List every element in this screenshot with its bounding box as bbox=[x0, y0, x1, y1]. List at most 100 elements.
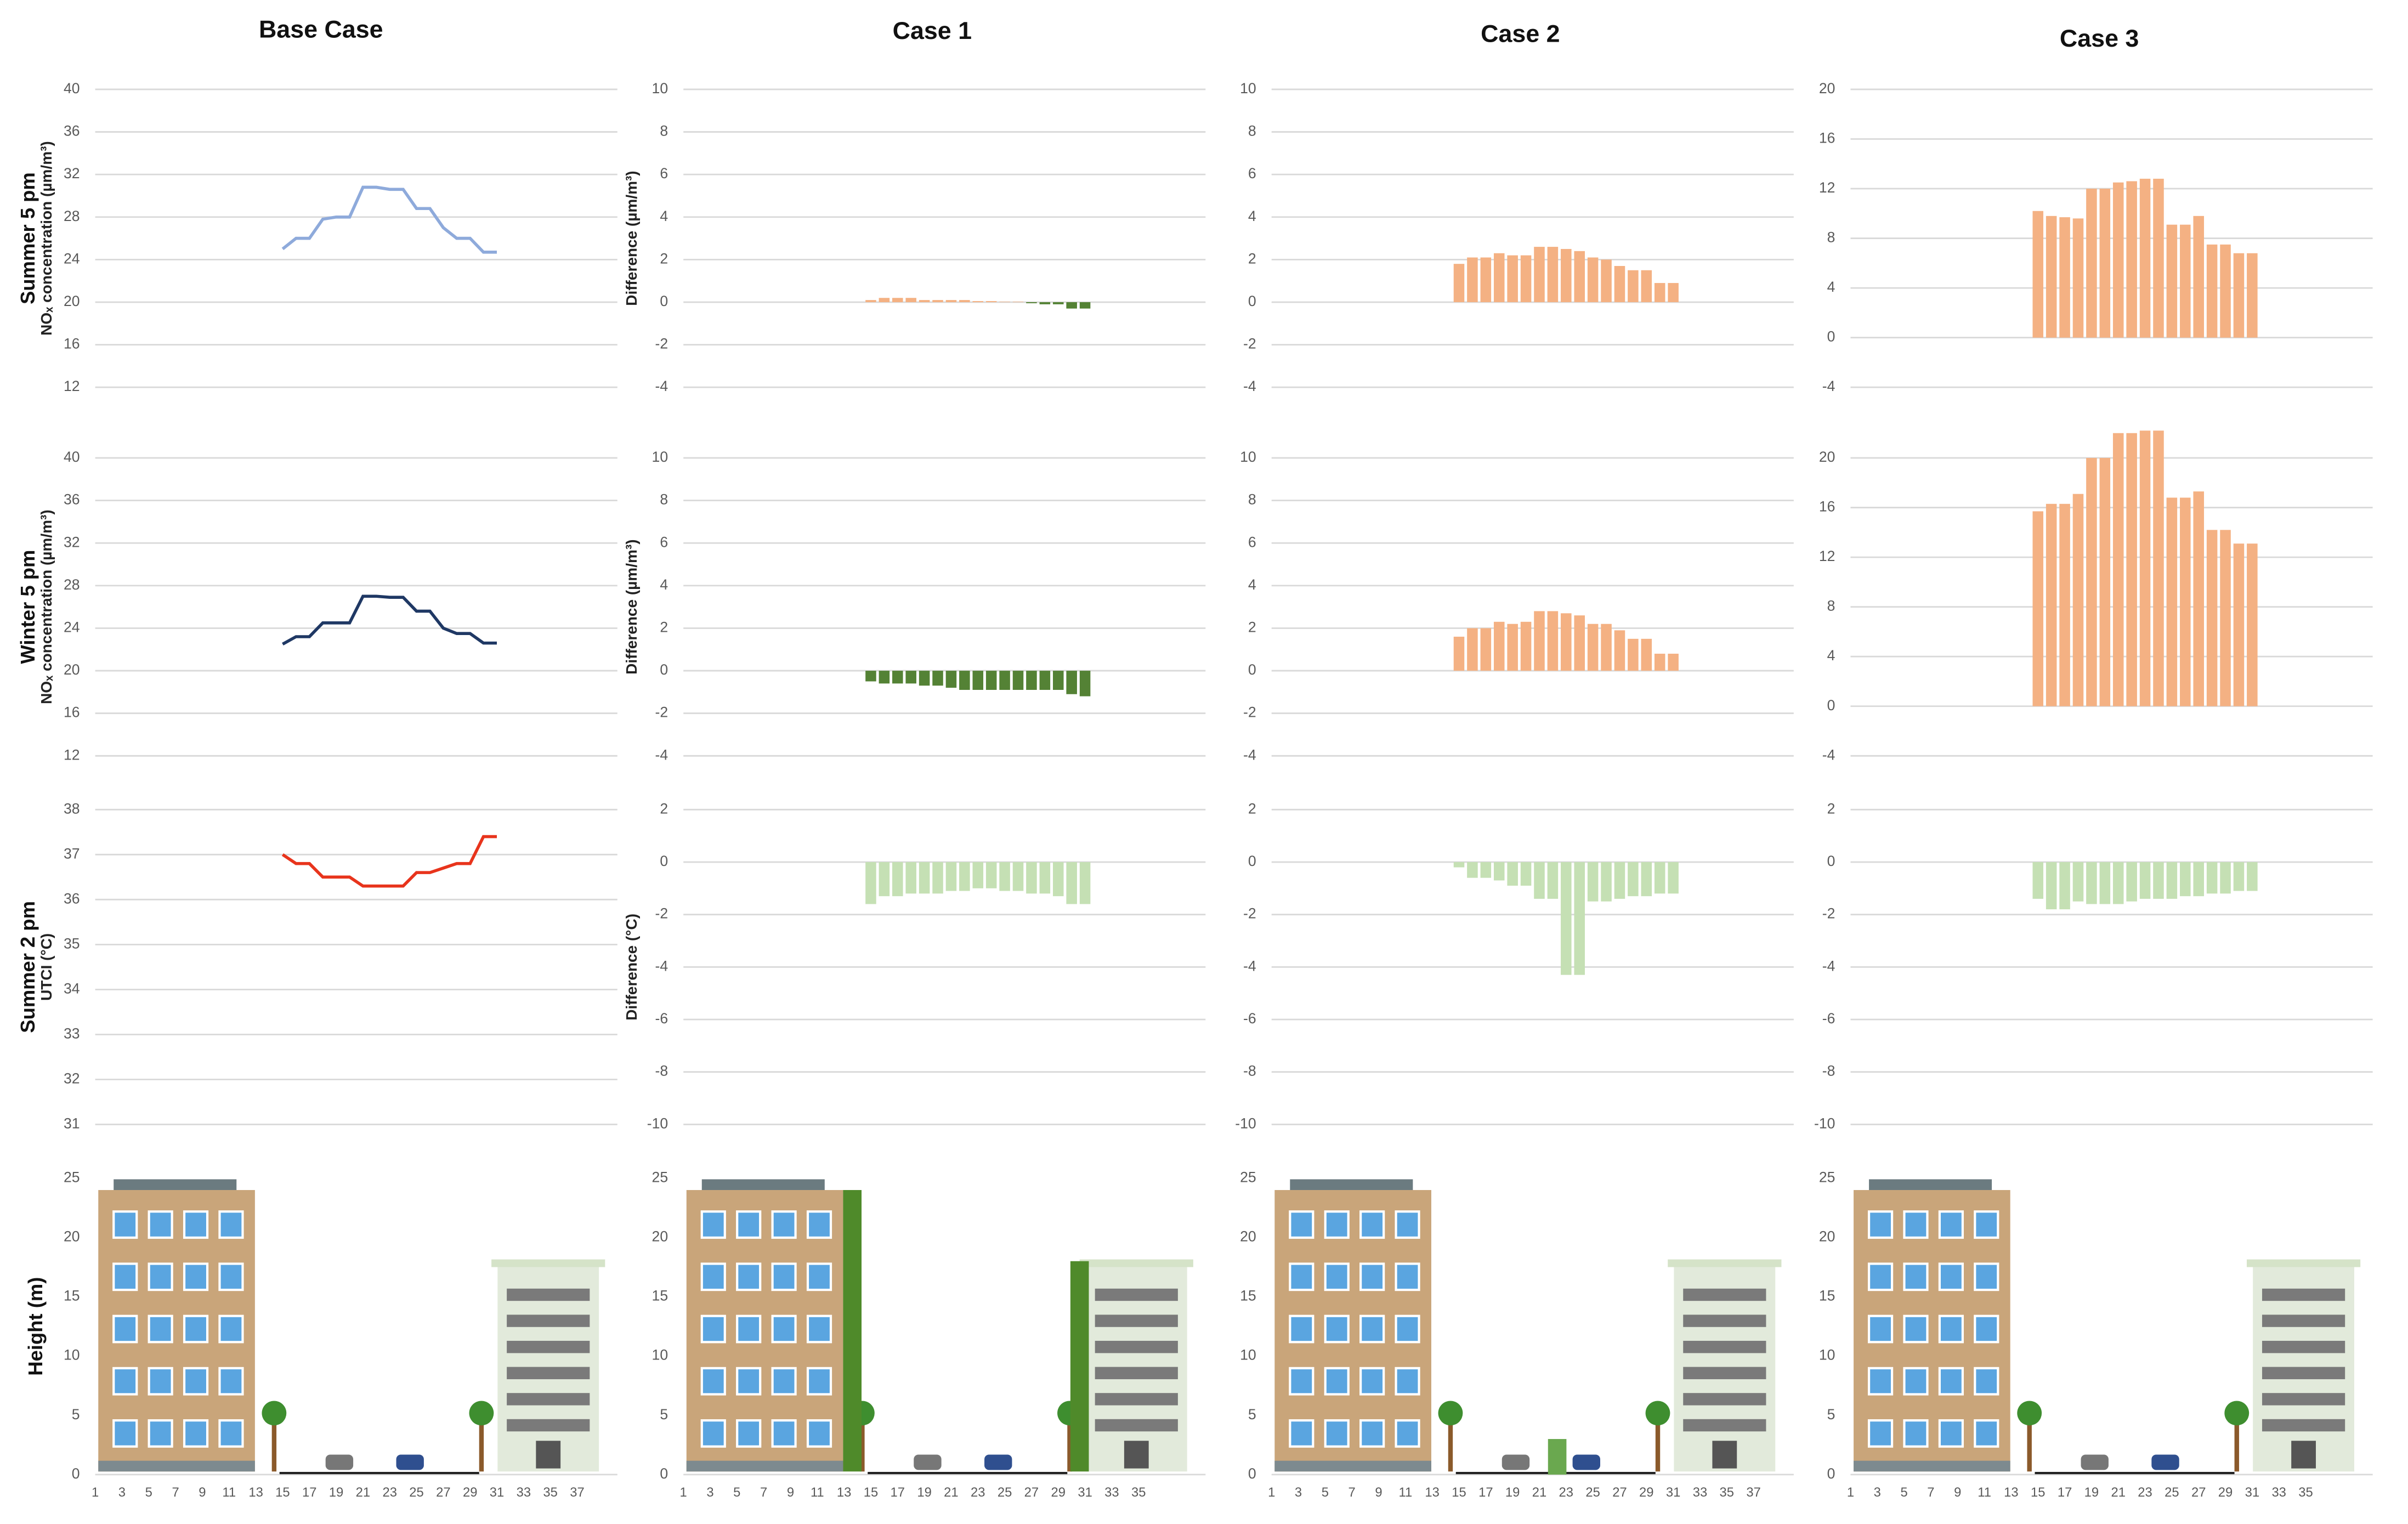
x-tick-label: 11 bbox=[222, 1485, 236, 1500]
x-tick-label: 15 bbox=[2031, 1485, 2045, 1500]
y-tick-label: 36 bbox=[64, 890, 80, 907]
x-tick-label: 9 bbox=[199, 1485, 206, 1500]
bar bbox=[1668, 862, 1679, 894]
bar bbox=[1601, 624, 1612, 671]
y-tick-label: -2 bbox=[655, 905, 668, 922]
door bbox=[1124, 1441, 1149, 1469]
window bbox=[148, 1419, 173, 1448]
bar bbox=[2193, 491, 2204, 706]
bar bbox=[1026, 671, 1037, 690]
y-tick-label: 12 bbox=[64, 378, 80, 394]
y-tick-label: 4 bbox=[1827, 647, 1835, 664]
x-tick-label: 29 bbox=[1051, 1485, 1066, 1500]
bar bbox=[2220, 530, 2231, 706]
y-tick-label: 10 bbox=[652, 449, 668, 465]
x-tick-label: 17 bbox=[891, 1485, 905, 1500]
roof bbox=[2246, 1259, 2361, 1267]
roof bbox=[1869, 1179, 1992, 1191]
y-tick-label: 0 bbox=[1248, 293, 1256, 309]
window bbox=[1324, 1262, 1350, 1291]
data-line bbox=[281, 835, 497, 888]
bar bbox=[2032, 211, 2044, 338]
bar bbox=[879, 671, 890, 684]
bar bbox=[1587, 257, 1599, 302]
y-tick-label: -8 bbox=[655, 1063, 668, 1079]
bar bbox=[1561, 248, 1572, 302]
bar bbox=[2139, 430, 2151, 706]
window bbox=[1867, 1262, 1894, 1291]
tree-trunk bbox=[1655, 1416, 1661, 1472]
car bbox=[984, 1454, 1012, 1470]
x-tick-label: 21 bbox=[2111, 1485, 2125, 1500]
window bbox=[1903, 1315, 1929, 1344]
window bbox=[148, 1210, 173, 1239]
window bbox=[1867, 1367, 1894, 1396]
balcony bbox=[2262, 1288, 2345, 1301]
bar bbox=[1614, 862, 1625, 899]
y-tick-label: 2 bbox=[660, 619, 668, 635]
y-tick-label: 10 bbox=[64, 1347, 80, 1363]
bar bbox=[2233, 862, 2245, 891]
tree-trunk bbox=[2234, 1416, 2239, 1472]
window bbox=[1395, 1262, 1420, 1291]
bar bbox=[2206, 862, 2218, 894]
balcony bbox=[507, 1288, 590, 1301]
window bbox=[700, 1419, 726, 1448]
bar bbox=[2166, 497, 2178, 706]
window bbox=[700, 1367, 726, 1396]
y-tick-label: 20 bbox=[64, 1228, 80, 1245]
car bbox=[1502, 1454, 1530, 1470]
x-tick-label: 35 bbox=[1720, 1485, 1734, 1500]
x-tick-label: 27 bbox=[1024, 1485, 1039, 1500]
roof bbox=[114, 1179, 237, 1191]
x-tick-label: 21 bbox=[1532, 1485, 1546, 1500]
tree-crown bbox=[1438, 1401, 1463, 1426]
bar bbox=[2220, 244, 2231, 338]
bar bbox=[1574, 251, 1585, 302]
balcony bbox=[1683, 1393, 1766, 1406]
x-tick-label: 29 bbox=[463, 1485, 477, 1500]
bar bbox=[945, 300, 957, 302]
window bbox=[1359, 1210, 1385, 1239]
bar bbox=[892, 671, 903, 684]
y-tick-label: -6 bbox=[1243, 1010, 1256, 1027]
bar bbox=[1507, 862, 1518, 886]
window bbox=[1324, 1210, 1350, 1239]
x-tick-label: 15 bbox=[1452, 1485, 1466, 1500]
x-tick-label: 9 bbox=[1375, 1485, 1382, 1500]
balcony bbox=[2262, 1340, 2345, 1353]
window bbox=[183, 1419, 209, 1448]
bar bbox=[2032, 511, 2044, 706]
window bbox=[1324, 1315, 1350, 1344]
x-tick-label: 1 bbox=[1268, 1485, 1275, 1500]
y-tick-label: 36 bbox=[64, 491, 80, 508]
car bbox=[2151, 1454, 2179, 1470]
y-tick-label: 10 bbox=[652, 1347, 668, 1363]
y-tick-label: 4 bbox=[660, 208, 668, 224]
y-tick-label: 5 bbox=[660, 1406, 668, 1423]
x-tick-label: 5 bbox=[145, 1485, 152, 1500]
bar bbox=[1507, 255, 1518, 302]
y-axis-label: Difference (°C) bbox=[623, 914, 640, 1021]
y-tick-label: 2 bbox=[1248, 250, 1256, 267]
window bbox=[806, 1315, 832, 1344]
tree-crown bbox=[262, 1401, 287, 1426]
bar bbox=[1668, 654, 1679, 671]
x-tick-label: 17 bbox=[302, 1485, 316, 1500]
bar bbox=[905, 862, 916, 894]
y-tick-label: -4 bbox=[655, 746, 668, 763]
bar bbox=[1520, 255, 1532, 302]
window bbox=[1359, 1419, 1385, 1448]
window bbox=[736, 1210, 762, 1239]
bar bbox=[945, 862, 957, 891]
window bbox=[806, 1419, 832, 1448]
y-tick-label: 2 bbox=[1248, 619, 1256, 635]
window bbox=[1974, 1419, 1999, 1448]
bar bbox=[1628, 270, 1639, 302]
window bbox=[1359, 1315, 1385, 1344]
bar bbox=[2059, 217, 2070, 338]
bar bbox=[945, 671, 957, 688]
bar bbox=[972, 301, 984, 302]
bar bbox=[2193, 216, 2204, 338]
bar bbox=[2153, 178, 2164, 338]
